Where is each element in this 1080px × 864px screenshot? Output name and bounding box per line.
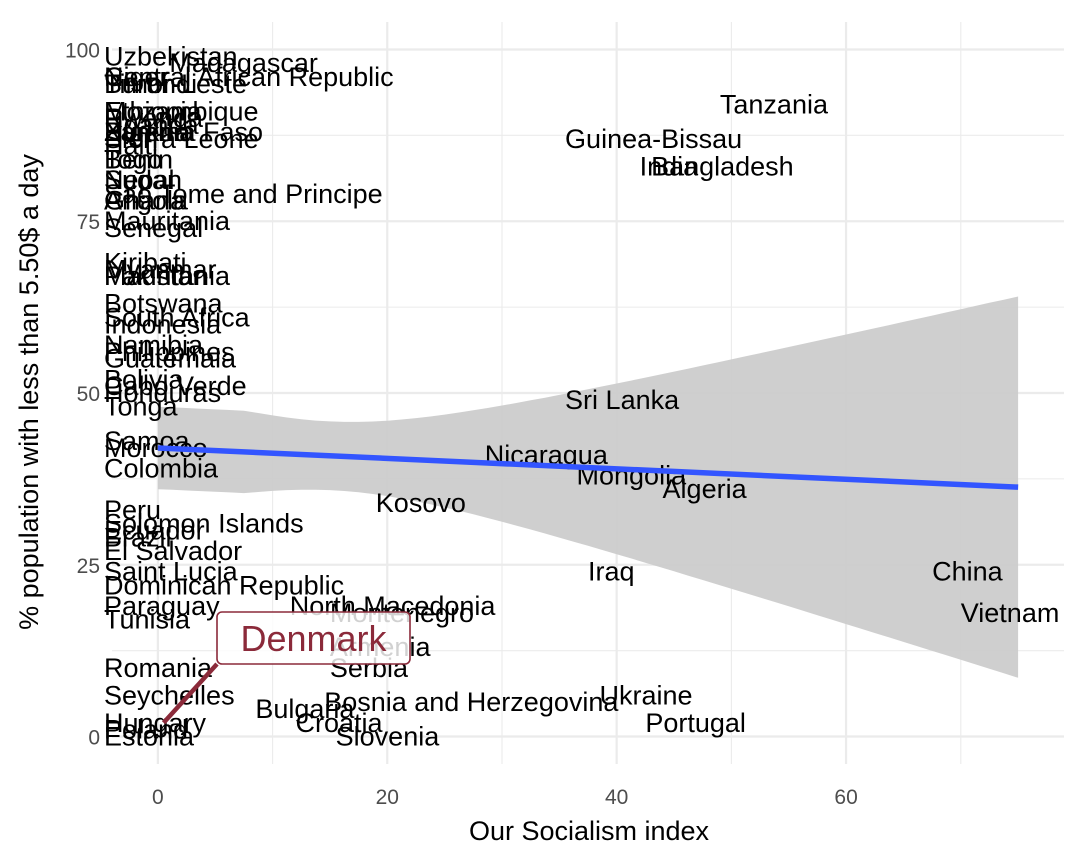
point-label: Uganda <box>104 110 200 140</box>
point-label: Angola <box>104 186 189 216</box>
point-label: Burkina Faso <box>104 117 263 147</box>
point-label: Ethiopia <box>104 96 203 126</box>
point-label: Sudan <box>104 165 182 195</box>
point-label: Rwanda <box>104 103 204 133</box>
point-label: Slovenia <box>336 722 441 752</box>
point-label: China <box>932 557 1004 587</box>
point-label: India <box>640 151 700 181</box>
point-label: Brazil <box>104 522 172 552</box>
y-tick-label: 75 <box>77 211 100 234</box>
point-label: Nepal <box>104 165 175 195</box>
point-label: Guinea-Bissau <box>565 124 742 154</box>
point-label: Uzbekistan <box>104 41 238 71</box>
point-label: Bangladesh <box>651 151 794 181</box>
point-label: Honduras <box>104 378 221 408</box>
x-tick-label: 60 <box>834 786 857 809</box>
point-label: Botswana <box>104 289 224 319</box>
point-label: Togo <box>104 144 163 174</box>
point-label: Haiti <box>104 131 158 161</box>
point-label: Vietnam <box>961 598 1060 628</box>
confidence-band <box>157 296 1019 678</box>
point-label: Burundi <box>104 69 197 99</box>
point-label: Central African Republic <box>104 62 394 92</box>
point-label: Portugal <box>645 708 746 738</box>
y-axis-title: % population with less than 5.50$ a day <box>14 154 44 630</box>
point-label: Tanzania <box>720 89 829 119</box>
point-label: Namibia <box>104 330 204 360</box>
point-label: Niger <box>104 62 169 92</box>
point-label: Hungary <box>104 708 207 738</box>
point-label: Mauritania <box>104 206 231 236</box>
point-label: Poland <box>104 715 188 745</box>
point-label: South Africa <box>104 302 251 332</box>
point-label: Ecuador <box>104 515 205 545</box>
point-label: Bulgaria <box>255 694 355 724</box>
point-label: Sri Lanka <box>565 385 680 415</box>
point-label: Tunisia <box>104 605 191 635</box>
point-label: Algeria <box>663 474 748 504</box>
x-axis-title: Our Socialism index <box>469 816 710 846</box>
point-label: Ukraine <box>599 680 692 710</box>
point-label: Pakistan <box>104 261 208 291</box>
point-label: Estonia <box>104 722 195 752</box>
point-label: Solomon Islands <box>104 509 304 539</box>
highlight-label-box <box>216 611 411 665</box>
point-label: Sao Tome and Principe <box>104 179 383 209</box>
point-label: Senegal <box>104 213 203 243</box>
point-label: Sierra Leone <box>104 124 259 154</box>
y-tick-label: 0 <box>88 727 100 750</box>
highlight-label: Denmark <box>240 618 387 659</box>
point-label: El Salvador <box>104 536 242 566</box>
point-label: Timor-Leste <box>104 69 247 99</box>
trend-line <box>157 445 1019 490</box>
point-label: Guatemala <box>104 344 237 374</box>
point-label: Colombia <box>104 454 219 484</box>
confidence-band-layer <box>157 296 1019 678</box>
point-label: Peru <box>104 495 161 525</box>
point-label: Paraguay <box>104 591 220 621</box>
point-label: Seychelles <box>104 680 235 710</box>
trend-line-layer <box>157 445 1019 490</box>
point-label: Tonga <box>104 392 179 422</box>
point-label: Indonesia <box>104 309 222 339</box>
x-tick-label: 40 <box>605 786 628 809</box>
point-label: Mauritania <box>104 261 231 291</box>
point-label: Bosnia and Herzegovina <box>324 687 619 717</box>
x-tick-label: 20 <box>376 786 399 809</box>
point-label: Bolivia <box>104 364 185 394</box>
point-label: Kosovo <box>376 488 466 518</box>
point-label: Nigeria <box>104 117 191 147</box>
tick-labels: 0 20 40 60 0 25 50 75 100 <box>65 39 858 809</box>
point-label: Croatia <box>296 708 384 738</box>
point-label: Dominican Republic <box>104 570 344 600</box>
point-label: Zambia <box>104 117 195 147</box>
point-label: Iraq <box>588 557 635 587</box>
y-tick-label: 25 <box>77 555 100 578</box>
point-label: Philippines <box>104 337 235 367</box>
point-label: Ghana <box>104 186 186 216</box>
highlight-callout: Denmark <box>161 611 411 725</box>
x-tick-label: 0 <box>152 786 164 809</box>
y-tick-label: 50 <box>77 383 100 406</box>
point-label: Kiribati <box>104 247 187 277</box>
point-label: Madagascar <box>169 48 318 78</box>
point-label: Saint Lucia <box>104 557 239 587</box>
point-label: Myanmar <box>104 254 217 284</box>
point-label: Mozambique <box>104 96 259 126</box>
highlight-leader-line <box>161 662 219 725</box>
point-label: Romania <box>104 653 213 683</box>
y-tick-label: 100 <box>65 39 100 62</box>
point-label: Benin <box>104 144 173 174</box>
point-label: Cabo Verde <box>104 371 247 401</box>
